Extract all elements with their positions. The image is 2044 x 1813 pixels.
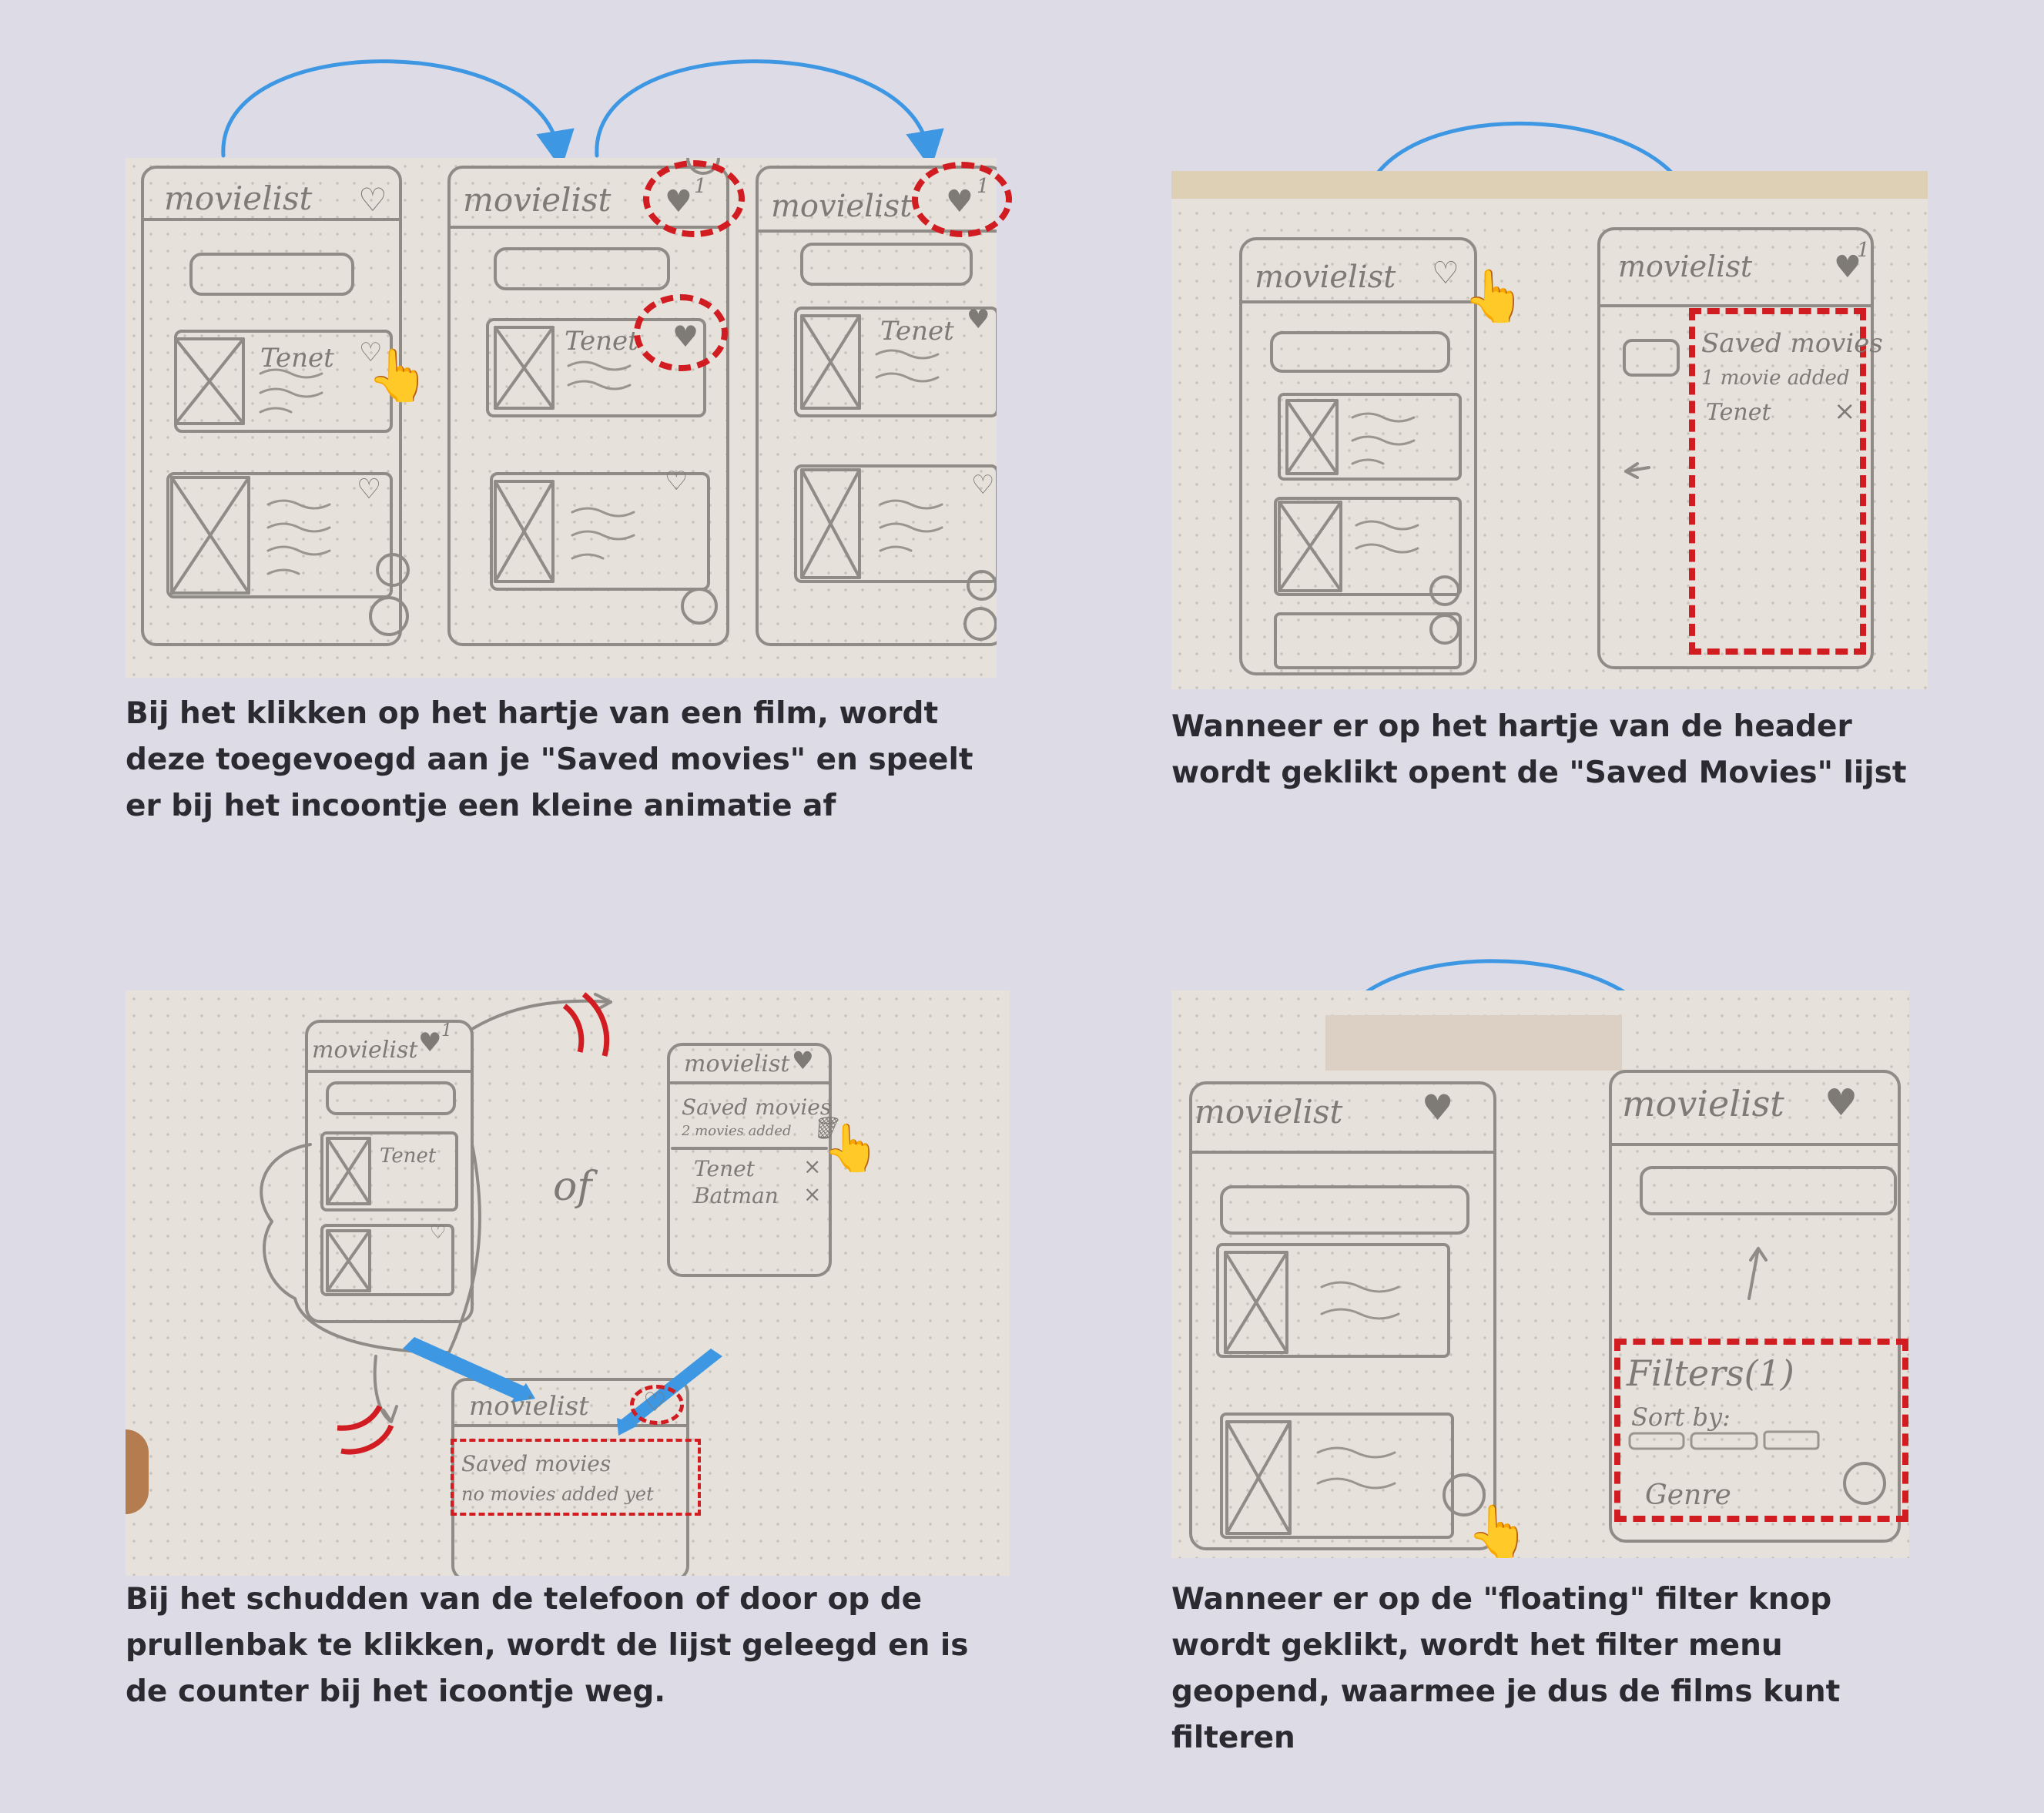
- sketch-photo-3: movielist ♥ 1 Tenet ♡ of movielist ♥ Sav…: [126, 990, 1010, 1576]
- counter-badge: 1: [1857, 239, 1870, 262]
- heart-icon: ♡: [971, 470, 995, 501]
- thumb: [126, 1429, 149, 1514]
- saved-movie-item: Batman: [694, 1183, 779, 1208]
- trash-icon: 🗑: [811, 1115, 839, 1141]
- sketch-photo-1: movielist ♡ Tenet ♡ ♡ 👆 movielist ♥ 1 Te…: [126, 158, 997, 678]
- filter-menu-panel: Filters(1) Sort by: Genre: [1614, 1339, 1908, 1522]
- app-title: movielist: [463, 181, 612, 219]
- app-title: movielist: [1622, 1083, 1784, 1124]
- or-label: of: [553, 1164, 592, 1210]
- heart-icon: ♥: [1825, 1081, 1858, 1124]
- wireframe-lines-4: [1189, 1070, 1901, 1550]
- movie-title: Tenet: [565, 326, 638, 357]
- heart-icon: ♥: [967, 304, 990, 335]
- highlight-header-heart: [630, 1385, 684, 1425]
- heart-icon: ♥: [792, 1046, 814, 1075]
- remove-icon: ×: [1834, 396, 1856, 427]
- tape-strip: [1325, 1015, 1622, 1071]
- saved-movies-panel: Saved movies 1 movie added Tenet ×: [1689, 308, 1883, 655]
- counter-badge: 1: [441, 1021, 452, 1041]
- heart-icon: ♡: [358, 181, 387, 219]
- filters-title: Filters(1): [1627, 1352, 1794, 1394]
- wireframe-lines-3: [260, 993, 832, 1576]
- saved-empty: no movies added yet: [461, 1483, 654, 1505]
- heart-icon: ♥: [418, 1027, 442, 1058]
- saved-movies-title: Saved movies: [461, 1451, 612, 1476]
- heart-icon: ♡: [643, 1387, 667, 1418]
- sort-by-label: Sort by:: [1631, 1402, 1731, 1432]
- heart-icon: ♡: [665, 466, 689, 497]
- sketch-photo-4: movielist ♥ 👆 movielist ♥ Filters(1) Sor…: [1171, 990, 1909, 1558]
- heart-icon: ♥: [1422, 1087, 1454, 1128]
- remove-icon: ×: [803, 1181, 822, 1207]
- highlight-header-heart: [643, 160, 745, 237]
- flow-arrow-1b: [595, 59, 944, 169]
- wireframe-lines-2: [1239, 227, 1874, 675]
- caption-step-3: Bij het schudden van de telefoon of door…: [126, 1582, 969, 1709]
- movie-title: Tenet: [880, 316, 954, 347]
- pointing-hand-icon: 👆: [1463, 266, 1526, 326]
- saved-count: 1 movie added: [1701, 367, 1850, 390]
- saved-movies-title: Saved movies: [1701, 328, 1883, 359]
- app-title: movielist: [469, 1391, 589, 1422]
- flow-arrow-1a: [221, 59, 575, 169]
- caption-step-4: Wanneer er op de "floating" filter knop …: [1171, 1582, 1841, 1755]
- pointing-hand-icon: 👆: [823, 1121, 880, 1175]
- movie-title: Tenet: [380, 1144, 437, 1168]
- highlight-movie-heart: [634, 294, 728, 371]
- app-title: movielist: [312, 1037, 418, 1064]
- pointing-hand-icon: 👆: [367, 346, 431, 405]
- app-title: movielist: [1195, 1093, 1343, 1131]
- app-title: movielist: [1255, 260, 1396, 295]
- saved-count: 2 movies added: [682, 1123, 792, 1139]
- heart-icon: ♡: [430, 1222, 447, 1243]
- app-title: movielist: [771, 189, 913, 224]
- app-title: movielist: [684, 1051, 790, 1077]
- saved-movies-panel-empty: Saved movies no movies added yet: [451, 1439, 701, 1516]
- heart-icon: ♡: [357, 474, 382, 505]
- heart-icon: ♡: [359, 337, 383, 368]
- app-title: movielist: [1618, 250, 1753, 283]
- caption-step-2: Wanneer er op het hartje van de header w…: [1171, 709, 1907, 790]
- pointing-hand-icon: 👆: [1466, 1502, 1530, 1558]
- genre-label: Genre: [1645, 1480, 1731, 1511]
- highlight-header-heart-2: [912, 162, 1012, 237]
- remove-icon: ×: [803, 1154, 822, 1179]
- saved-movie-item: Tenet: [1706, 399, 1771, 426]
- sketch-photo-2: movielist ♡ 👆 movielist ♥ 1 Saved movies…: [1171, 171, 1928, 689]
- movie-title: Tenet: [260, 343, 334, 374]
- caption-step-1: Bij het klikken op het hartje van een fi…: [126, 696, 973, 823]
- tape-strip: [1171, 171, 1928, 199]
- saved-movie-item: Tenet: [694, 1156, 755, 1181]
- app-title: movielist: [164, 179, 313, 217]
- heart-icon: ♡: [1432, 256, 1459, 291]
- heart-icon: ♥: [1834, 250, 1861, 285]
- wireframe-lines-1: [141, 158, 997, 646]
- saved-movies-title: Saved movies: [682, 1094, 832, 1120]
